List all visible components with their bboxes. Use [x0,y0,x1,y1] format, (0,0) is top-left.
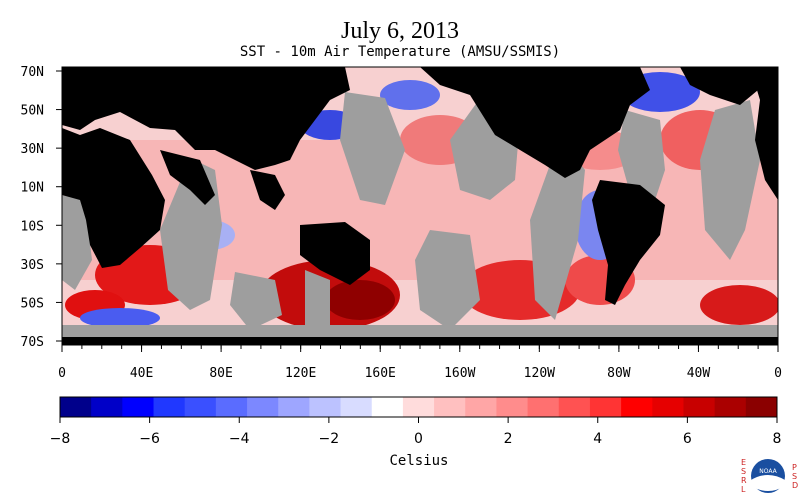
colorbar-tick-label: 8 [773,431,782,447]
lon-label: 160E [365,366,396,381]
lon-label: 40E [130,366,153,381]
colorbar-tick-label: 2 [504,431,513,447]
lon-label: 120E [285,366,316,381]
lon-label: 0 [58,366,66,381]
colorbar-tick-label: 4 [593,431,602,447]
colorbar-tick-label: −2 [319,431,340,447]
colorbar-swatch [184,397,217,417]
lat-label: 10N [21,181,44,196]
colorbar-swatch [278,397,310,417]
map-panel [62,67,778,345]
colorbar-swatch [465,397,497,417]
colorbar-swatch [122,397,155,417]
lon-label: 160W [444,366,475,381]
lat-label: 30S [21,258,44,273]
colorbar-swatch [309,397,342,417]
colorbar-swatch [371,397,404,417]
colorbar [60,397,778,417]
colorbar-swatch [652,397,684,417]
colorbar-swatch [589,397,622,417]
colorbar-tick-label: 6 [683,431,692,447]
colorbar-tick-label: −8 [50,431,71,447]
colorbar-swatch [402,397,435,417]
colorbar-swatch [60,397,92,417]
colorbar-tick-label: −6 [139,431,160,447]
colorbar-label: Celsius [389,453,448,469]
colorbar-swatch [340,397,373,417]
colorbar-swatch [527,397,560,417]
colorbar-swatch [621,397,653,417]
colorbar-swatch [153,397,186,417]
colorbar-swatch [714,397,747,417]
colorbar-swatch [496,397,529,417]
colorbar-tick-label: −4 [229,431,250,447]
colorbar-swatch [683,397,716,417]
lon-label: 40W [687,366,711,381]
colorbar-ticks: −8 −6 −4 −2 0 2 4 6 8 [50,417,782,447]
colorbar-swatch [215,397,248,417]
colorbar-swatch [91,397,123,417]
noaa-logo-text: NOAA [759,468,777,475]
lat-label: 10S [21,219,44,234]
lat-label: 30N [21,142,44,157]
colorbar-swatch [434,397,466,417]
lat-label: 50S [21,296,44,311]
lon-label: 80E [209,366,232,381]
map-title: July 6, 2013 [340,18,459,44]
lat-label: 70S [21,335,44,350]
colorbar-swatch [558,397,591,417]
latitude-axis: 70N 50N 30N 10N 10S 30S 50S 70S [21,65,62,350]
map-subtitle: SST - 10m Air Temperature (AMSU/SSMIS) [239,44,561,60]
lat-label: 50N [21,104,44,119]
colorbar-swatch [247,397,279,417]
colorbar-tick-label: 0 [414,431,423,447]
land-masses [62,67,778,345]
lon-label: 0 [774,366,782,381]
lon-label: 120W [524,366,555,381]
lat-label: 70N [21,65,44,80]
colorbar-swatch [745,397,778,417]
longitude-axis: 0 40E 80E 120E 160E 160W 120W 80W 40W 0 [58,345,782,381]
lon-label: 80W [607,366,631,381]
